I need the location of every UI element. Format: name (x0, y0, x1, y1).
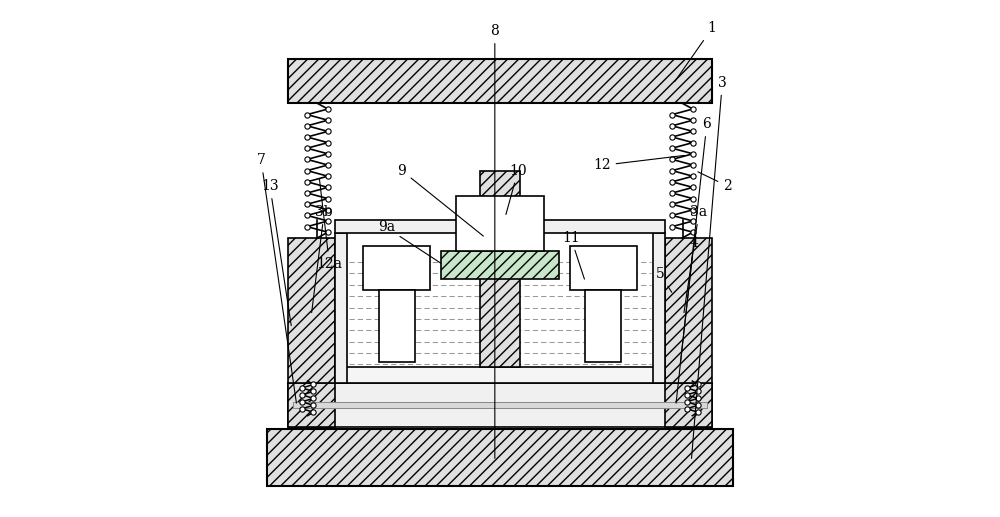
Text: 5: 5 (656, 267, 672, 292)
Text: 11: 11 (562, 231, 584, 279)
Bar (585, 290, 621, 362)
Text: 12: 12 (593, 156, 684, 173)
Bar (441, 251, 559, 279)
Text: 13: 13 (261, 179, 291, 326)
Bar (288, 238, 335, 383)
Bar (665, 383, 712, 427)
Bar (480, 171, 520, 367)
Bar (379, 290, 415, 362)
Text: 12a: 12a (316, 178, 342, 271)
Text: 1: 1 (675, 21, 716, 82)
Text: 8: 8 (490, 24, 499, 459)
Bar (288, 383, 335, 427)
Text: 3b: 3b (312, 205, 333, 313)
Bar (653, 233, 665, 383)
Bar (456, 196, 544, 251)
Bar (363, 246, 430, 290)
Text: 9a: 9a (378, 220, 441, 263)
Text: 10: 10 (506, 163, 527, 215)
Bar (288, 383, 712, 427)
Bar (570, 246, 637, 290)
Bar (293, 402, 707, 408)
Text: 3a: 3a (684, 205, 708, 313)
Text: 6: 6 (676, 117, 711, 403)
Bar (335, 233, 347, 383)
Text: 3: 3 (692, 75, 727, 459)
Text: 4: 4 (680, 236, 698, 364)
Bar (665, 238, 712, 383)
Text: 9: 9 (397, 163, 483, 236)
Text: 2: 2 (698, 172, 732, 193)
Bar (267, 429, 733, 486)
Bar (288, 59, 712, 103)
Bar (335, 367, 665, 383)
Bar (335, 220, 665, 233)
Text: 7: 7 (257, 153, 296, 403)
